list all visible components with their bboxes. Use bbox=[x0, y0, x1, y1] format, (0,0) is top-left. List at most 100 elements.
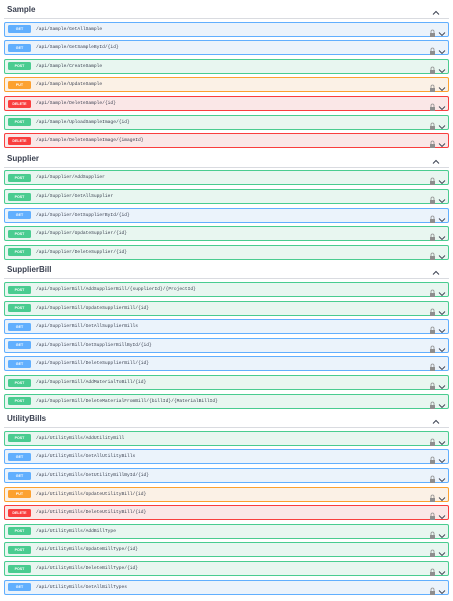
operation-row[interactable]: GET/api/Sample/GetSampleById/{id} bbox=[4, 40, 449, 56]
operation-row[interactable]: POST/api/SupplierBill/AddMaterialToBill/… bbox=[4, 375, 449, 390]
operation-row[interactable]: GET/api/Supplier/GetSupplierById/{id} bbox=[4, 207, 449, 223]
section-title[interactable]: SupplierBill bbox=[7, 265, 52, 275]
collapse-toggle[interactable] bbox=[431, 414, 441, 425]
section-title[interactable]: Sample bbox=[7, 5, 36, 14]
endpoint-path: /api/SupplierBill/UpdateSupplierBill/{id… bbox=[36, 305, 150, 311]
operation-row[interactable]: DELETE/api/Sample/DeleteSampleImage/{ima… bbox=[4, 133, 449, 149]
lock-chevron bbox=[430, 438, 446, 446]
method-badge: POST bbox=[8, 229, 31, 238]
operation-row[interactable]: POST/api/Sample/CreateSample bbox=[4, 58, 449, 74]
operation-row[interactable]: GET/api/Sample/GetAllSample bbox=[4, 21, 449, 37]
lock-chevron bbox=[430, 308, 446, 316]
row-icons bbox=[429, 583, 447, 595]
method-badge: POST bbox=[8, 118, 31, 127]
method-badge: POST bbox=[8, 304, 31, 313]
lock-chevron bbox=[430, 345, 446, 353]
operation-row[interactable]: POST/api/SupplierBill/DeleteMaterialFrom… bbox=[4, 393, 449, 409]
method-badge: GET bbox=[8, 25, 31, 34]
endpoint-path: /api/UtilityBills/GetAllUtilityBills bbox=[36, 454, 136, 460]
operation-row[interactable]: GET/api/UtilityBills/GetUtilityBillById/… bbox=[4, 468, 449, 483]
endpoint-path: /api/SupplierBill/GetSupplierBillById/{i… bbox=[36, 342, 152, 348]
operation-row[interactable]: POST/api/SupplierBill/UpdateSupplierBill… bbox=[4, 300, 449, 316]
section-title[interactable]: Supplier bbox=[7, 153, 40, 163]
operation-row[interactable]: POST/api/Supplier/UpdateSupplier/{id} bbox=[4, 226, 449, 242]
lock-chevron bbox=[430, 289, 446, 297]
row-icons bbox=[429, 471, 447, 483]
chevron-up bbox=[432, 419, 440, 425]
endpoint-path: /api/Sample/GetAllSample bbox=[36, 26, 103, 32]
row-icons bbox=[429, 378, 447, 390]
operation-row[interactable]: POST/api/UtilityBills/DeleteBillType/{id… bbox=[4, 561, 449, 576]
method-badge: GET bbox=[8, 341, 31, 350]
operation-row[interactable]: POST/api/Sample/UploadSampleImage/{id} bbox=[4, 114, 449, 130]
section-divider bbox=[4, 427, 449, 429]
operation-row[interactable]: GET/api/SupplierBill/DeleteSupplierBill/… bbox=[4, 356, 449, 372]
endpoint-path: /api/SupplierBill/AddSupplierBill/{suppl… bbox=[36, 287, 196, 292]
lock-chevron bbox=[430, 29, 446, 37]
operation-row[interactable]: GET/api/SupplierBill/GetSupplierBillById… bbox=[4, 337, 449, 353]
operation-row[interactable]: GET/api/UtilityBills/GetAllBillTypes bbox=[4, 579, 449, 595]
collapse-toggle[interactable] bbox=[431, 265, 441, 276]
lock-chevron bbox=[430, 215, 446, 223]
method-badge: POST bbox=[8, 397, 31, 406]
operation-row[interactable]: GET/api/UtilityBills/GetAllUtilityBills bbox=[4, 449, 449, 465]
collapse-toggle[interactable] bbox=[431, 5, 441, 15]
section-divider bbox=[4, 166, 449, 168]
row-icons bbox=[429, 118, 447, 130]
endpoint-path: /api/Sample/CreateSample bbox=[36, 63, 103, 69]
lock-chevron bbox=[430, 364, 446, 372]
endpoint-path: /api/Supplier/GetAllSupplier bbox=[36, 194, 114, 199]
row-icons bbox=[429, 25, 447, 37]
endpoint-path: /api/UtilityBills/DeleteUtilityBill/{id} bbox=[36, 510, 147, 516]
endpoint-path: /api/UtilityBills/AddUtilityBill bbox=[36, 435, 125, 441]
lock-chevron bbox=[430, 66, 446, 74]
row-icons bbox=[429, 80, 447, 93]
method-badge: POST bbox=[8, 173, 31, 182]
operation-row[interactable]: GET/api/SupplierBill/GetAllSupplierBills bbox=[4, 319, 449, 335]
lock-chevron bbox=[430, 568, 446, 576]
endpoint-path: /api/SupplierBill/GetAllSupplierBills bbox=[36, 324, 138, 330]
row-icons bbox=[429, 285, 447, 297]
row-icons bbox=[429, 527, 447, 539]
operation-row[interactable]: POST/api/SupplierBill/AddSupplierBill/{s… bbox=[4, 282, 449, 297]
operation-row[interactable]: POST/api/Supplier/AddSupplier bbox=[4, 170, 449, 186]
method-badge: GET bbox=[8, 583, 31, 592]
lock-chevron bbox=[430, 122, 446, 130]
lock-chevron bbox=[430, 140, 446, 149]
operation-row[interactable]: DELETE/api/UtilityBills/DeleteUtilityBil… bbox=[4, 505, 449, 521]
operation-row[interactable]: POST/api/UtilityBills/AddUtilityBill bbox=[4, 430, 449, 446]
operation-row[interactable]: PUT/api/Sample/UpdateSample bbox=[4, 77, 449, 93]
row-icons bbox=[429, 43, 447, 56]
row-icons bbox=[429, 192, 447, 204]
lock-chevron bbox=[430, 47, 446, 56]
method-badge: POST bbox=[8, 527, 31, 536]
endpoint-path: /api/Supplier/DeleteSupplier/{id} bbox=[36, 249, 127, 255]
section-title[interactable]: UtilityBills bbox=[7, 414, 47, 424]
row-icons bbox=[429, 452, 447, 465]
method-badge: POST bbox=[8, 62, 31, 71]
operation-row[interactable]: PUT/api/UtilityBills/UpdateUtilityBill/{… bbox=[4, 486, 449, 502]
row-icons bbox=[429, 490, 447, 502]
lock-chevron bbox=[430, 326, 446, 335]
operation-row[interactable]: DELETE/api/Sample/DeleteSample/{id} bbox=[4, 96, 449, 111]
row-icons bbox=[429, 397, 447, 409]
operation-row[interactable]: POST/api/Supplier/DeleteSupplier/{id} bbox=[4, 244, 449, 260]
lock-chevron bbox=[430, 401, 446, 409]
row-icons bbox=[429, 136, 447, 149]
collapse-toggle[interactable] bbox=[431, 154, 441, 164]
endpoint-path: /api/Sample/UpdateSample bbox=[36, 82, 103, 88]
chevron-up bbox=[432, 10, 440, 15]
operation-row[interactable]: POST/api/Supplier/GetAllSupplier bbox=[4, 189, 449, 204]
operation-row[interactable]: POST/api/UtilityBills/AddBillType bbox=[4, 523, 449, 539]
row-icons bbox=[429, 211, 447, 223]
endpoint-path: /api/UtilityBills/GetUtilityBillById/{id… bbox=[36, 473, 150, 478]
endpoint-path: /api/SupplierBill/DeleteSupplierBill/{id… bbox=[36, 361, 150, 367]
endpoint-path: /api/Supplier/AddSupplier bbox=[36, 175, 105, 181]
row-icons bbox=[429, 434, 447, 446]
operation-row[interactable]: POST/api/UtilityBills/UpdateBillType/{id… bbox=[4, 542, 449, 558]
method-badge: POST bbox=[8, 248, 31, 257]
row-icons bbox=[429, 173, 447, 186]
row-icons bbox=[429, 341, 447, 353]
endpoint-path: /api/Supplier/GetSupplierById/{id} bbox=[36, 212, 130, 218]
lock-chevron bbox=[430, 512, 446, 521]
